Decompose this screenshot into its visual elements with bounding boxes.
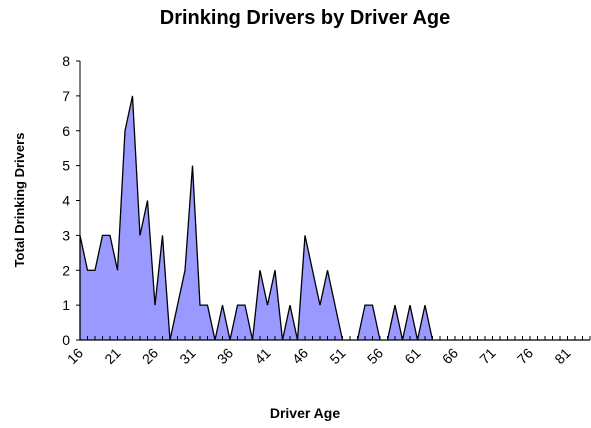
y-tick-label: 3: [62, 227, 70, 243]
x-tick-label: 21: [101, 345, 123, 367]
x-tick-label: 61: [401, 345, 423, 367]
y-tick-label: 0: [62, 332, 70, 348]
y-tick-label: 7: [62, 88, 70, 104]
x-axis-label: Driver Age: [270, 405, 341, 421]
x-tick-label: 26: [139, 345, 161, 367]
x-tick-label: 46: [289, 345, 311, 367]
x-tick-label: 81: [551, 345, 573, 367]
x-tick-label: 71: [476, 345, 498, 367]
x-tick-label: 56: [364, 345, 386, 367]
area: [79, 95, 590, 341]
y-tick-label: 8: [62, 53, 70, 69]
chart-title: Drinking Drivers by Driver Age: [160, 7, 450, 29]
x-tick-label: 31: [176, 345, 198, 367]
y-tick-label: 2: [62, 262, 70, 278]
y-tick-label: 6: [62, 123, 70, 139]
x-tick-label: 16: [64, 345, 86, 367]
x-tick-label: 51: [326, 345, 348, 367]
x-tick-label: 76: [514, 345, 536, 367]
x-tick-label: 41: [251, 345, 273, 367]
y-axis-label: Total Drinking Drivers: [12, 133, 27, 268]
y-tick-label: 1: [62, 297, 70, 313]
y-tick-label: 4: [62, 193, 70, 209]
y-tick-label: 5: [62, 158, 70, 174]
x-tick-label: 36: [214, 345, 236, 367]
x-tick-label: 66: [439, 345, 461, 367]
